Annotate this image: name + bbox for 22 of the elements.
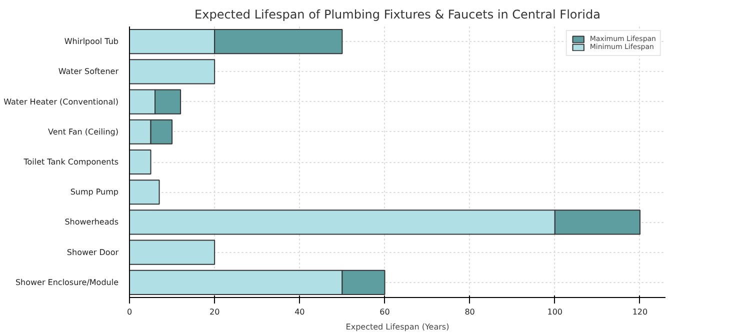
x-tick-label: 60: [380, 308, 390, 316]
bar: [130, 59, 216, 84]
y-tick-label: Whirlpool Tub: [64, 37, 119, 46]
bar: [130, 240, 216, 265]
y-tick-label: Showerheads: [64, 218, 118, 227]
x-tick-label: 40: [294, 308, 305, 316]
y-tick-label: Shower Enclosure/Module: [15, 278, 119, 287]
y-tick-label: Water Softener: [58, 67, 120, 76]
bar: [130, 180, 160, 205]
x-tick-label: 20: [209, 308, 220, 316]
x-axis-title: Expected Lifespan (Years): [346, 322, 450, 332]
y-tick-label: Water Heater (Conventional): [4, 97, 118, 106]
y-tick-label: Shower Door: [66, 248, 120, 257]
x-tick-label: 80: [464, 308, 475, 316]
x-tick-label: 0: [126, 308, 132, 316]
x-tick-label: 120: [632, 308, 648, 316]
chart-title: Expected Lifespan of Plumbing Fixtures & Faucets in Central Florida: [194, 8, 600, 22]
y-tick-label: Toilet Tank Components: [22, 158, 119, 166]
bar: [130, 149, 152, 175]
y-tick-label: Vent Fan (Ceiling): [48, 127, 119, 136]
x-tick-label: 100: [547, 308, 563, 316]
y-tick-label: Sump Pump: [70, 188, 118, 197]
